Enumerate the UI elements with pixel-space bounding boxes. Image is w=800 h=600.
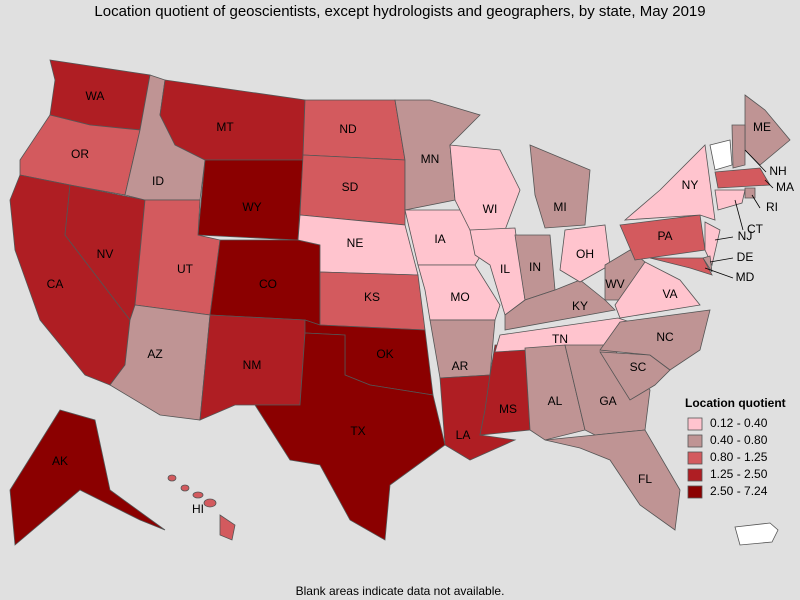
label-leader [734, 199, 744, 231]
legend-label: 1.25 - 2.50 [710, 467, 768, 481]
state-label: PA [657, 229, 672, 243]
state-label: MS [499, 402, 517, 416]
label-leader [751, 194, 761, 209]
legend-swatch [687, 468, 703, 482]
state-label: NY [682, 178, 699, 192]
map-title: Location quotient of geoscientists, exce… [94, 3, 705, 20]
state-label: IN [529, 260, 541, 274]
state-label: NV [97, 247, 114, 261]
label-leader [709, 257, 734, 263]
state-label: OR [71, 147, 89, 161]
state-label: IA [434, 232, 445, 246]
legend-swatch [687, 434, 703, 448]
state-label: NH [769, 164, 786, 178]
state-label: MD [736, 270, 755, 284]
state-label: NM [243, 358, 262, 372]
state-label: ME [753, 120, 771, 134]
state-label: GA [599, 394, 616, 408]
state-label: NC [656, 330, 674, 344]
state-label: AR [452, 359, 469, 373]
state [714, 167, 771, 189]
state-island [203, 498, 217, 508]
state [702, 255, 713, 273]
state-label: FL [638, 472, 652, 486]
state [744, 187, 756, 199]
state-label: HI [192, 502, 204, 516]
state [649, 257, 713, 276]
state-label: RI [766, 200, 778, 214]
state [731, 124, 746, 169]
footnote: Blank areas indicate data not available. [296, 584, 505, 598]
state [704, 221, 721, 267]
state-label: DE [737, 250, 754, 264]
legend-swatch [687, 451, 703, 465]
state-label: TX [350, 424, 365, 438]
state [219, 514, 236, 541]
state [524, 344, 586, 441]
state-label: WV [605, 277, 624, 291]
legend-title: Location quotient [685, 396, 786, 410]
label-leader [764, 179, 774, 189]
state [9, 409, 166, 546]
state-label: IL [500, 262, 510, 276]
state-label: MA [776, 180, 794, 194]
state-label: MO [450, 290, 469, 304]
legend-label: 0.12 - 0.40 [710, 416, 768, 430]
state-label: CT [747, 222, 764, 236]
state [504, 279, 616, 331]
state-label: KY [572, 299, 588, 313]
state-label: TN [552, 332, 568, 346]
state-island [192, 491, 204, 499]
legend-label: 0.40 - 0.80 [710, 433, 768, 447]
state [623, 144, 716, 221]
state-label: CO [259, 277, 277, 291]
state [559, 224, 611, 283]
state-label: ND [339, 122, 357, 136]
label-leader [714, 236, 734, 241]
state-no-data [709, 139, 733, 171]
state [544, 429, 681, 531]
state-island [167, 474, 177, 482]
state-label: AZ [147, 347, 162, 361]
state-label: NJ [738, 229, 753, 243]
state-label: MN [421, 152, 440, 166]
state-label: SD [342, 180, 359, 194]
state [614, 261, 701, 319]
state-label: UT [177, 262, 194, 276]
state-label: VA [662, 287, 677, 301]
state-label: AK [52, 454, 68, 468]
state-label: LA [456, 428, 471, 442]
territory-no-data [734, 522, 779, 546]
legend-label: 0.80 - 1.25 [710, 450, 768, 464]
state-label: SC [630, 360, 647, 374]
state-label: KS [364, 290, 380, 304]
state-label: WA [86, 89, 105, 103]
state-label: MT [216, 120, 234, 134]
state-label: MI [553, 200, 566, 214]
state-label: ID [152, 174, 164, 188]
state [529, 144, 591, 229]
state-label: WI [483, 202, 498, 216]
state-label: AL [548, 394, 563, 408]
state-label: OH [576, 247, 594, 261]
state-label: CA [47, 277, 64, 291]
state [714, 189, 746, 211]
label-leader [744, 149, 767, 173]
state-island [180, 484, 190, 492]
legend-swatch [687, 417, 703, 431]
state-label: OK [376, 347, 393, 361]
legend-swatch [687, 485, 703, 499]
state [599, 309, 711, 371]
label-leader [704, 267, 734, 279]
state-label: WY [242, 200, 261, 214]
legend-label: 2.50 - 7.24 [710, 484, 768, 498]
state [254, 332, 446, 541]
state-label: NE [347, 236, 364, 250]
